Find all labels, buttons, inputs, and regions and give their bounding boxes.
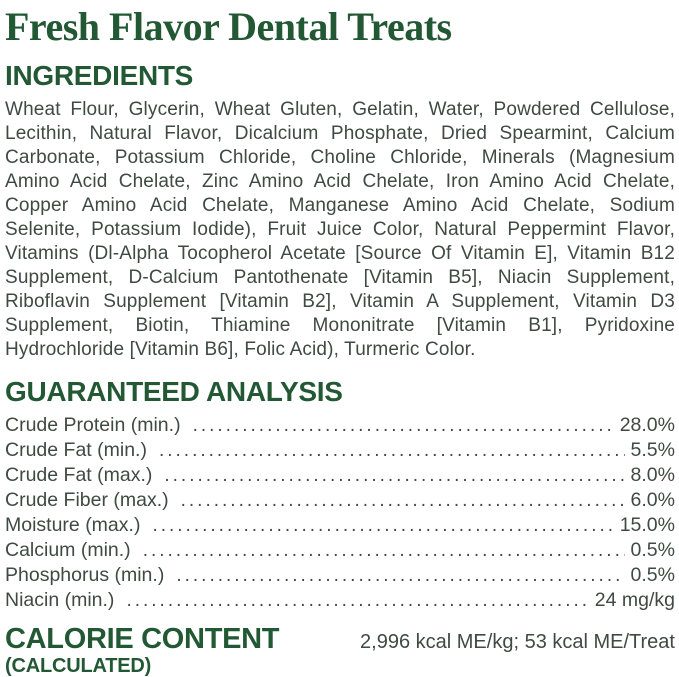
analysis-row-value: 28.0%: [619, 414, 675, 436]
analysis-row-value: 0.5%: [630, 539, 675, 561]
page-title: Fresh Flavor Dental Treats: [5, 4, 452, 49]
calorie-content-value: 2,996 kcal ME/kg; 53 kcal ME/Treat: [360, 631, 675, 653]
analysis-row-label: Niacin (min.): [5, 589, 115, 611]
calorie-heading-block: CALORIE CONTENT (CALCULATED): [5, 623, 280, 677]
analysis-row-label: Crude Protein (min.): [5, 414, 181, 436]
ingredients-section: INGREDIENTS Wheat Flour, Glycerin, Wheat…: [5, 62, 675, 362]
dot-leader: [193, 413, 614, 438]
analysis-row-value: 0.5%: [630, 564, 675, 586]
guaranteed-analysis-section: GUARANTEED ANALYSIS Crude Protein (min.)…: [5, 378, 675, 613]
analysis-row-label: Moisture (max.): [5, 514, 141, 536]
analysis-row: Crude Fat (max.) 8.0%: [5, 463, 675, 488]
ingredients-text: Wheat Flour, Glycerin, Wheat Gluten, Gel…: [5, 99, 675, 360]
analysis-row-label: Phosphorus (min.): [5, 564, 165, 586]
ingredients-heading: INGREDIENTS: [5, 60, 194, 91]
analysis-row-value: 6.0%: [630, 489, 675, 511]
dot-leader: [181, 488, 625, 513]
dot-leader: [126, 588, 588, 613]
dot-leader: [176, 563, 624, 588]
calorie-content-heading: CALORIE CONTENT: [5, 623, 280, 655]
analysis-row-value: 8.0%: [630, 464, 675, 486]
calorie-content-section: CALORIE CONTENT (CALCULATED) 2,996 kcal …: [5, 623, 675, 677]
dot-leader: [164, 463, 624, 488]
dot-leader: [143, 538, 625, 563]
analysis-row: Crude Protein (min.) 28.0%: [5, 413, 675, 438]
analysis-row: Crude Fiber (max.) 6.0%: [5, 488, 675, 513]
analysis-row-label: Crude Fat (min.): [5, 439, 147, 461]
analysis-row: Niacin (min.) 24 mg/kg: [5, 588, 675, 613]
analysis-row: Phosphorus (min.) 0.5%: [5, 563, 675, 588]
dot-leader: [152, 513, 613, 538]
calorie-calculated-subheading: (CALCULATED): [5, 655, 152, 677]
analysis-row: Moisture (max.) 15.0%: [5, 513, 675, 538]
guaranteed-analysis-table: Crude Protein (min.)28.0%Crude Fat (min.…: [5, 413, 675, 613]
analysis-row-value: 5.5%: [630, 439, 675, 461]
analysis-row: Calcium (min.) 0.5%: [5, 538, 675, 563]
analysis-row-label: Calcium (min.): [5, 539, 131, 561]
analysis-row-value: 15.0%: [619, 514, 675, 536]
dot-leader: [159, 438, 625, 463]
analysis-row-label: Crude Fat (max.): [5, 464, 153, 486]
analysis-row: Crude Fat (min.) 5.5%: [5, 438, 675, 463]
analysis-row-label: Crude Fiber (max.): [5, 489, 169, 511]
analysis-row-value: 24 mg/kg: [594, 589, 675, 611]
guaranteed-analysis-heading: GUARANTEED ANALYSIS: [5, 376, 343, 407]
